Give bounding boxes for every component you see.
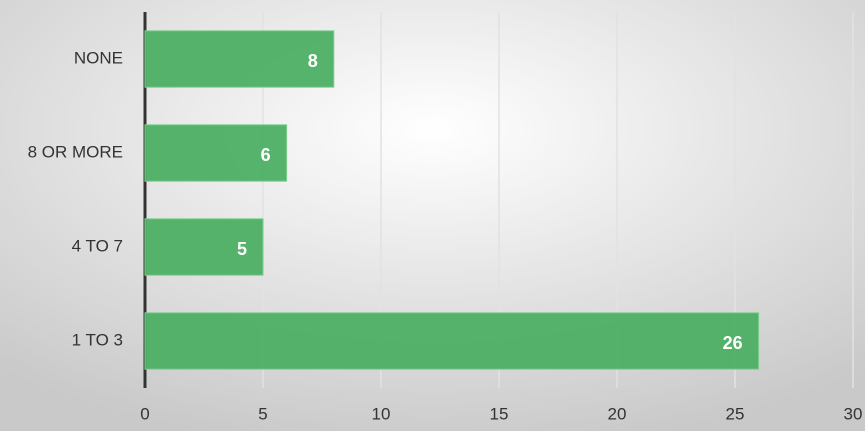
x-tick-label: 30 (844, 404, 863, 423)
bar (144, 218, 264, 276)
bar (144, 312, 760, 370)
data-label: 8 (308, 51, 318, 71)
x-tick-label: 10 (372, 404, 391, 423)
x-tick-label: 15 (490, 404, 509, 423)
y-tick-label: NONE (74, 48, 123, 67)
y-tick-label: 1 TO 3 (72, 330, 123, 349)
data-label: 6 (261, 145, 271, 165)
y-tick-label: 4 TO 7 (72, 236, 123, 255)
x-tick-label: 5 (258, 404, 267, 423)
x-tick-label: 0 (140, 404, 149, 423)
data-label: 5 (237, 239, 247, 259)
bar (144, 30, 335, 88)
x-tick-label: 20 (608, 404, 627, 423)
bar (144, 124, 288, 182)
x-tick-label: 25 (726, 404, 745, 423)
data-label: 26 (723, 333, 743, 353)
y-tick-label: 8 OR MORE (28, 142, 123, 161)
